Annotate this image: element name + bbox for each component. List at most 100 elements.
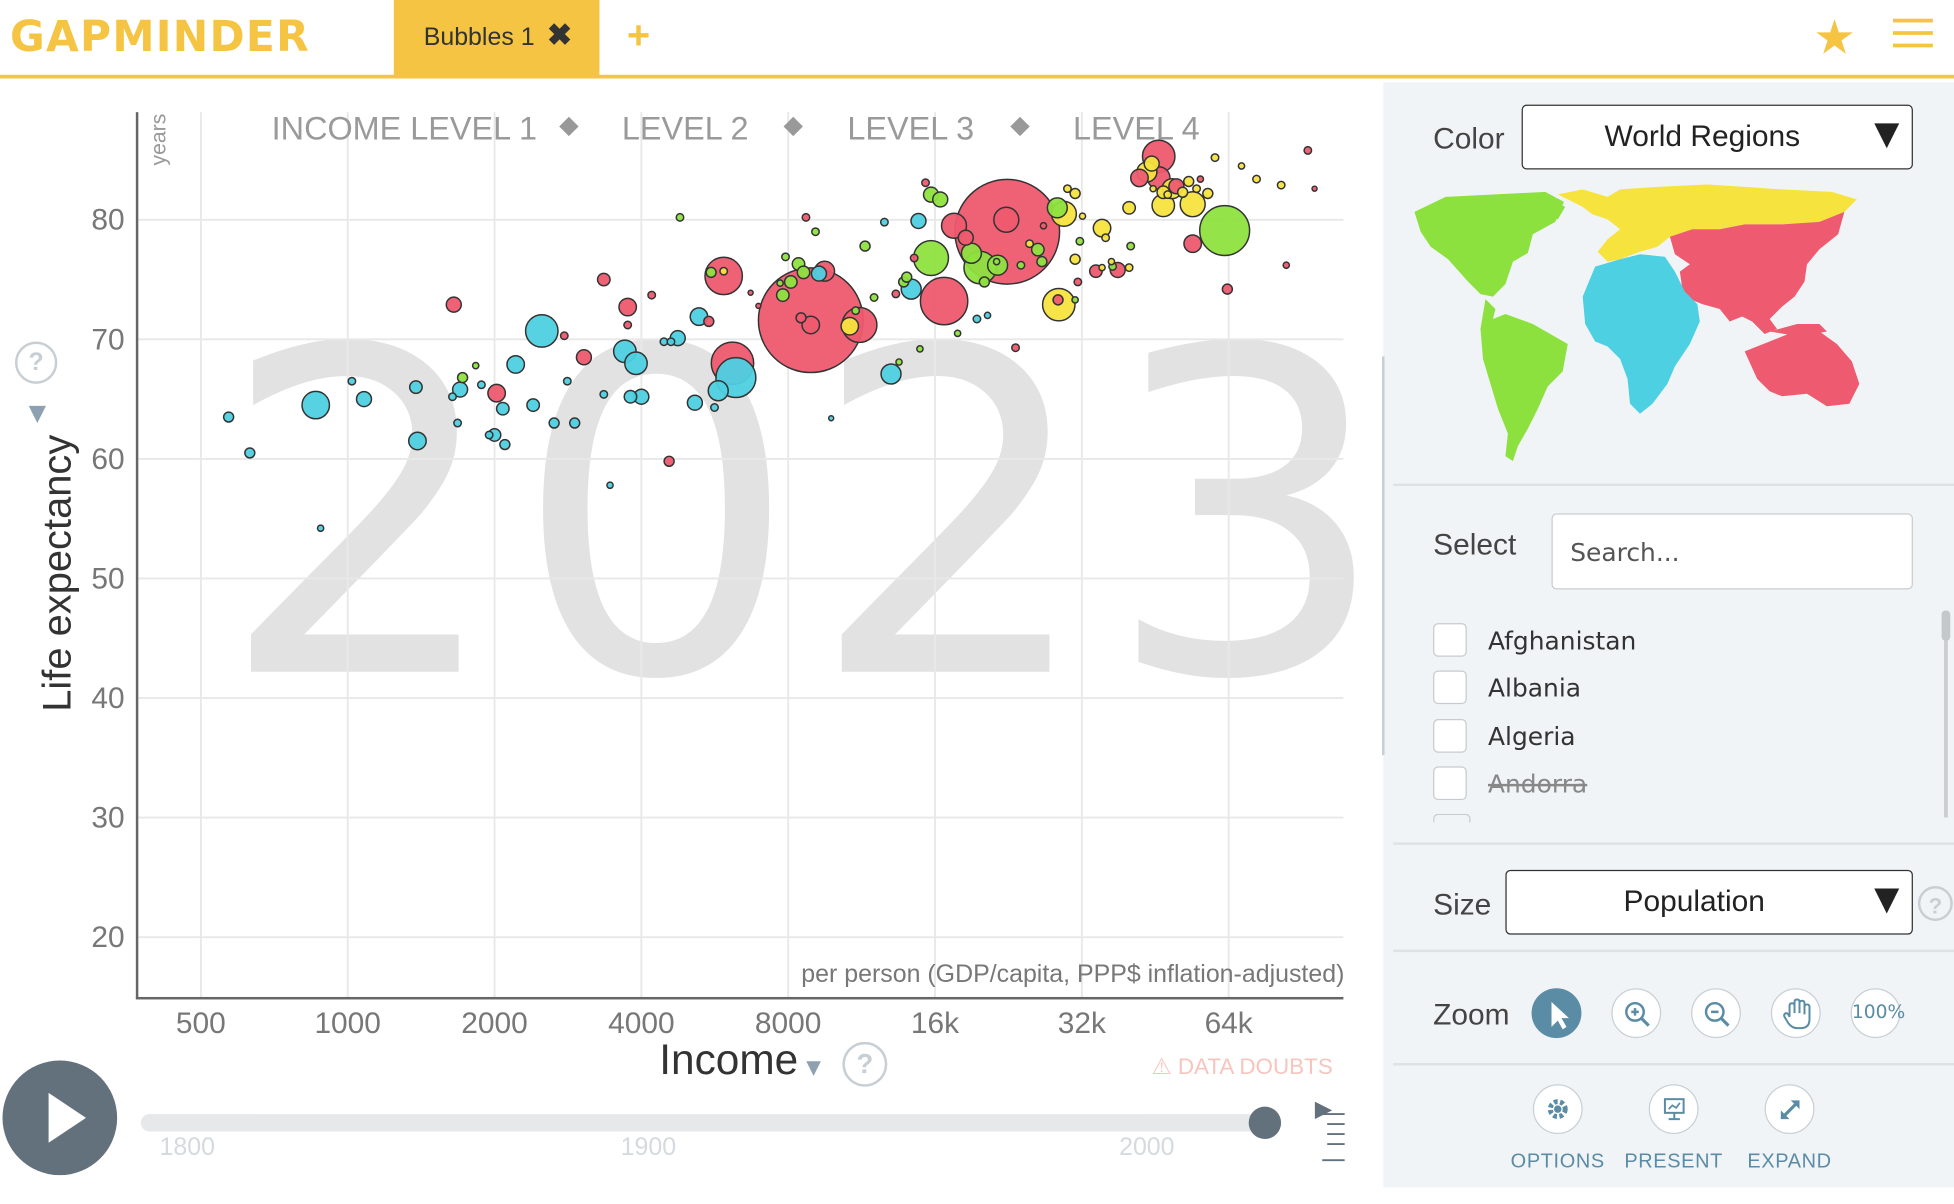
color-dropdown-value: World Regions: [1604, 119, 1801, 154]
bubble-point: [776, 279, 784, 288]
bubble-point: [526, 398, 541, 413]
zoom-in-icon: [1625, 1001, 1650, 1027]
income-level-2: LEVEL 2: [621, 109, 749, 148]
cursor-tool-button[interactable]: [1531, 988, 1582, 1039]
bubble-point: [445, 296, 463, 313]
data-doubts-link[interactable]: ⚠ DATA DOUBTS: [1151, 1054, 1333, 1080]
size-label: Size: [1433, 888, 1492, 923]
country-name: Algeria: [1487, 721, 1576, 752]
zoom-in-button[interactable]: [1611, 988, 1662, 1039]
list-scrollbar-thumb[interactable]: [1941, 610, 1951, 641]
zoom-out-button[interactable]: [1691, 988, 1741, 1039]
x-axis-line: [135, 996, 1344, 999]
x-tick-label: 2000: [461, 1007, 528, 1040]
country-name: Andorra: [1487, 768, 1588, 799]
x-axis-dropdown-icon[interactable]: ▼: [801, 1054, 826, 1082]
country-checkbox[interactable]: [1433, 623, 1467, 657]
bubble-point: [506, 354, 526, 374]
list-scrollbar[interactable]: [1944, 610, 1948, 818]
timeline-slider[interactable]: [140, 1114, 1263, 1132]
bubble-point: [484, 430, 494, 440]
bubble-point: [316, 524, 325, 533]
present-button[interactable]: PRESENT: [1611, 1084, 1736, 1174]
country-search-input[interactable]: [1551, 513, 1913, 590]
speed-control-icon[interactable]: [1314, 1101, 1347, 1167]
add-tab-icon[interactable]: +: [626, 12, 651, 58]
bubble-point: [453, 418, 463, 428]
separator: [1393, 949, 1954, 952]
pan-button[interactable]: [1770, 988, 1821, 1039]
x-tick-label: 4000: [608, 1007, 675, 1040]
bubble-point: [953, 329, 962, 338]
expand-label: EXPAND: [1747, 1151, 1832, 1173]
zoom-100-button[interactable]: 100%: [1850, 988, 1905, 1039]
bubble-point: [407, 431, 427, 451]
bubble-chart: 500 1000 2000 4000 8000 16k 32k 64k 20 30 40 50 60 70…: [91, 112, 1344, 1040]
x-axis-title[interactable]: Income: [659, 1036, 799, 1085]
bubble-point: [972, 314, 982, 324]
bubble-point: [1030, 242, 1045, 257]
income-level-1: INCOME LEVEL 1: [271, 109, 537, 148]
expand-icon: [1764, 1084, 1815, 1135]
expand-button[interactable]: EXPAND: [1727, 1084, 1852, 1174]
country-checkbox[interactable]: [1433, 670, 1467, 705]
y-tick-label: 30: [91, 802, 124, 835]
bubble-point: [624, 351, 648, 376]
bubble-point: [487, 383, 507, 403]
cursor-icon: [1551, 1001, 1569, 1030]
y-axis-line: [135, 112, 138, 999]
bubble-point: [1046, 197, 1069, 219]
bubble-point: [747, 289, 754, 296]
star-icon[interactable]: ★: [1813, 12, 1856, 65]
x-tick-label: 16k: [911, 1007, 959, 1040]
close-icon[interactable]: ✖: [546, 18, 573, 53]
panel-resize-handle[interactable]: [1382, 356, 1385, 756]
income-level-3: LEVEL 3: [847, 109, 975, 148]
y-tick-label: 60: [91, 443, 124, 476]
bubble-point: [1098, 263, 1106, 272]
x-axis-help-icon[interactable]: ?: [842, 1041, 888, 1087]
income-level-4: LEVEL 4: [1072, 109, 1200, 148]
y-axis-dropdown-icon[interactable]: ▶: [26, 405, 52, 423]
tab-bubbles[interactable]: Bubbles 1 ✖: [393, 0, 600, 79]
bubble-point: [222, 411, 235, 423]
color-dropdown[interactable]: World Regions: [1521, 104, 1913, 170]
x-axis-unit: per person (GDP/capita, PPP$ inflation-a…: [801, 960, 1345, 989]
gapminder-logo[interactable]: GAPMINDER: [9, 12, 310, 63]
bubble-point: [1196, 175, 1205, 183]
bubble-point: [448, 392, 457, 402]
y-axis-help-icon[interactable]: ?: [14, 341, 58, 384]
bubble-point: [993, 206, 1020, 233]
map-region-americas: [1414, 191, 1564, 297]
timeline-slider-handle[interactable]: [1248, 1106, 1282, 1140]
bubble-point: [1107, 257, 1116, 266]
bubble-point: [796, 265, 811, 280]
bubble-point: [719, 266, 729, 276]
options-button[interactable]: OPTIONS: [1495, 1084, 1620, 1174]
map-region-asia: [1769, 324, 1827, 337]
country-checkbox[interactable]: [1433, 719, 1467, 753]
hamburger-menu-icon[interactable]: [1892, 18, 1933, 56]
bubble-point: [1069, 253, 1081, 265]
bubble-point: [960, 242, 983, 264]
select-label: Select: [1433, 528, 1517, 563]
bubble-point: [704, 256, 744, 296]
bubble-point: [755, 302, 762, 310]
bubble-point: [810, 227, 820, 237]
map-region-asia: [1669, 211, 1845, 334]
bubble-point: [880, 363, 902, 385]
tab-label: Bubbles 1: [423, 23, 535, 52]
country-name: Afghanistan: [1487, 625, 1637, 656]
world-map[interactable]: [1408, 184, 1882, 471]
map-region-asia: [1744, 331, 1860, 407]
size-dropdown[interactable]: Population: [1505, 869, 1913, 935]
y-axis-title[interactable]: Life expectancy: [34, 434, 80, 712]
chevron-down-icon: [1874, 888, 1900, 914]
bubble-point: [851, 306, 861, 316]
country-checkbox: [1433, 813, 1471, 823]
bubble-point: [1202, 187, 1214, 200]
play-button[interactable]: [2, 1060, 118, 1176]
size-help-icon[interactable]: ?: [1917, 886, 1953, 921]
country-name: Albania: [1487, 672, 1582, 703]
hand-icon: [1783, 998, 1811, 1030]
